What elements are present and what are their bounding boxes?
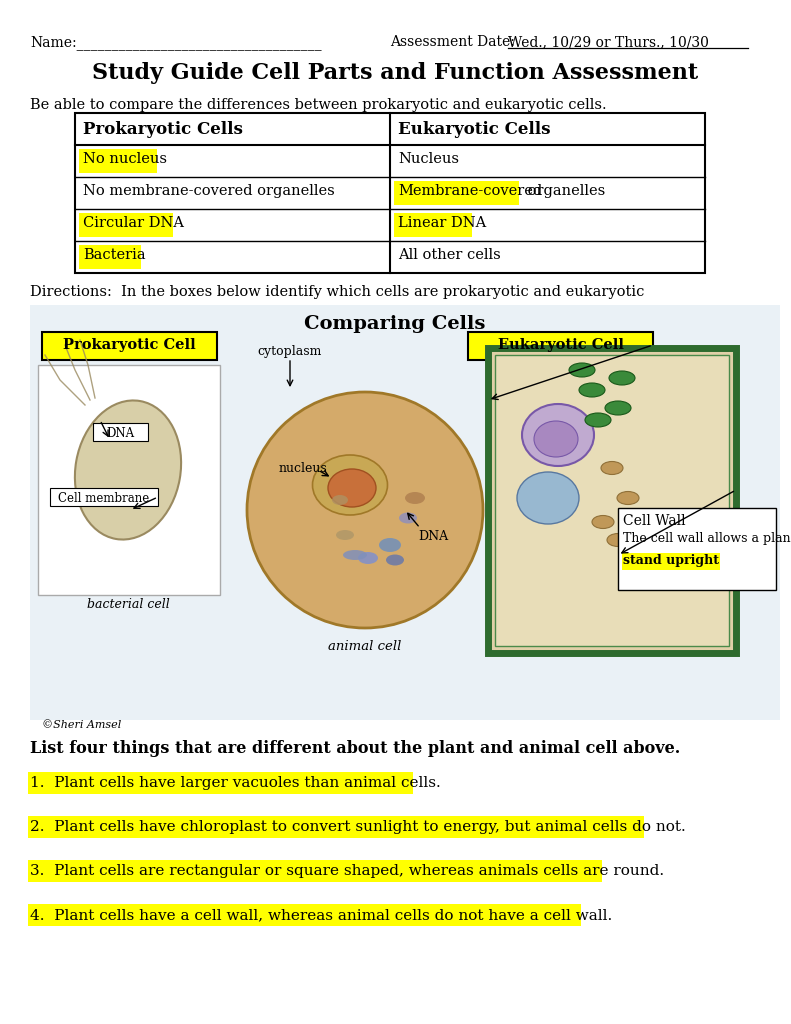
Ellipse shape: [617, 492, 639, 505]
Ellipse shape: [358, 552, 378, 564]
Text: Cell Wall: Cell Wall: [623, 514, 686, 528]
Text: cytoplasm: cytoplasm: [258, 345, 322, 358]
Text: organelles: organelles: [523, 184, 605, 198]
Bar: [28, 860, 602, 882]
Ellipse shape: [343, 550, 367, 560]
Text: No membrane-covered organelles: No membrane-covered organelles: [83, 184, 335, 198]
Ellipse shape: [517, 472, 579, 524]
Text: Eukaryotic Cells: Eukaryotic Cells: [398, 121, 551, 138]
Ellipse shape: [579, 383, 605, 397]
Text: Prokaryotic Cells: Prokaryotic Cells: [83, 121, 243, 138]
Bar: [618, 508, 776, 590]
Text: All other cells: All other cells: [398, 248, 501, 262]
Ellipse shape: [605, 401, 631, 415]
Text: Wed., 10/29 or Thurs., 10/30: Wed., 10/29 or Thurs., 10/30: [508, 35, 709, 49]
Text: Linear DNA: Linear DNA: [398, 216, 486, 230]
Ellipse shape: [607, 534, 629, 547]
Bar: [38, 365, 220, 595]
Bar: [468, 332, 653, 360]
Text: Name:___________________________________: Name:___________________________________: [30, 35, 322, 50]
Text: stand upright: stand upright: [623, 554, 719, 567]
Bar: [622, 553, 720, 570]
Text: Comparing Cells: Comparing Cells: [305, 315, 486, 333]
Text: 1.  Plant cells have larger vacuoles than animal cells.: 1. Plant cells have larger vacuoles than…: [30, 776, 441, 790]
Bar: [495, 355, 729, 646]
Ellipse shape: [522, 404, 594, 466]
Circle shape: [247, 392, 483, 628]
Ellipse shape: [75, 400, 181, 540]
Bar: [93, 423, 148, 441]
Text: Cell membrane: Cell membrane: [59, 492, 149, 505]
Bar: [488, 348, 736, 653]
Text: bacterial cell: bacterial cell: [87, 598, 169, 611]
Ellipse shape: [328, 469, 376, 507]
Text: Eukaryotic Cell: Eukaryotic Cell: [498, 338, 623, 352]
Text: Nucleus: Nucleus: [398, 152, 459, 166]
Text: No nucleus: No nucleus: [83, 152, 167, 166]
Bar: [394, 181, 519, 205]
Text: Circular DNA: Circular DNA: [83, 216, 184, 230]
Ellipse shape: [601, 462, 623, 474]
Text: 4.  Plant cells have a cell wall, whereas animal cells do not have a cell wall.: 4. Plant cells have a cell wall, whereas…: [30, 908, 612, 922]
Text: animal cell: animal cell: [328, 640, 402, 653]
Text: Prokaryotic Cell: Prokaryotic Cell: [63, 338, 196, 352]
Ellipse shape: [336, 530, 354, 540]
Text: Directions:  In the boxes below identify which cells are prokaryotic and eukaryo: Directions: In the boxes below identify …: [30, 285, 645, 299]
Ellipse shape: [592, 515, 614, 528]
Ellipse shape: [534, 421, 578, 457]
Bar: [50, 488, 158, 506]
Bar: [75, 113, 705, 273]
Text: DNA: DNA: [418, 530, 448, 543]
Text: nucleus: nucleus: [278, 462, 327, 475]
Bar: [28, 816, 644, 838]
Ellipse shape: [312, 455, 388, 515]
Text: List four things that are different about the plant and animal cell above.: List four things that are different abou…: [30, 740, 680, 757]
Text: ©Sheri Amsel: ©Sheri Amsel: [42, 720, 121, 730]
Bar: [42, 332, 217, 360]
Text: 2.  Plant cells have chloroplast to convert sunlight to energy, but animal cells: 2. Plant cells have chloroplast to conve…: [30, 820, 686, 834]
Text: Be able to compare the differences between prokaryotic and eukaryotic cells.: Be able to compare the differences betwe…: [30, 98, 607, 112]
Bar: [394, 213, 472, 237]
Ellipse shape: [399, 512, 417, 523]
Bar: [79, 150, 157, 173]
Ellipse shape: [405, 492, 425, 504]
Text: Study Guide Cell Parts and Function Assessment: Study Guide Cell Parts and Function Asse…: [92, 62, 698, 84]
Ellipse shape: [585, 413, 611, 427]
Bar: [79, 213, 172, 237]
Bar: [30, 305, 780, 720]
Bar: [79, 245, 142, 269]
Text: DNA: DNA: [107, 427, 134, 440]
Ellipse shape: [609, 371, 635, 385]
Ellipse shape: [569, 362, 595, 377]
Ellipse shape: [379, 538, 401, 552]
Ellipse shape: [332, 495, 348, 505]
Bar: [28, 772, 413, 794]
Text: Assessment Date:: Assessment Date:: [390, 35, 519, 49]
Text: 3.  Plant cells are rectangular or square shaped, whereas animals cells are roun: 3. Plant cells are rectangular or square…: [30, 864, 664, 878]
Text: Membrane-covered: Membrane-covered: [398, 184, 543, 198]
Ellipse shape: [386, 555, 404, 565]
Text: The cell wall allows a plant to: The cell wall allows a plant to: [623, 532, 791, 545]
Bar: [28, 904, 581, 926]
Text: Bacteria: Bacteria: [83, 248, 146, 262]
